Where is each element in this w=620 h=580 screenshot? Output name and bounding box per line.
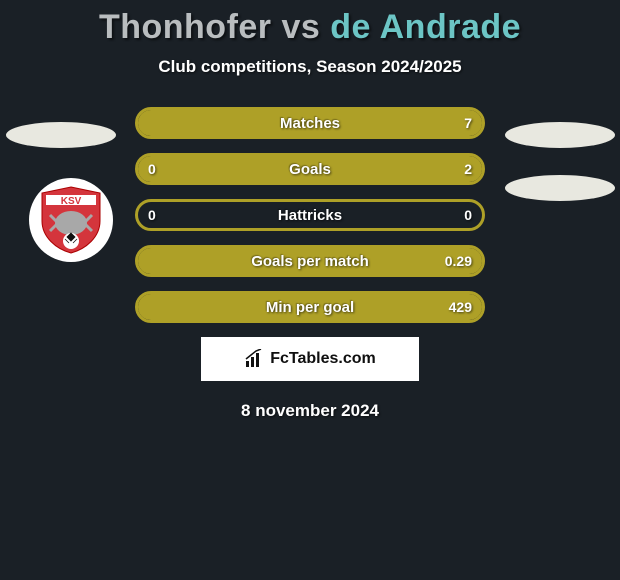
stat-value-right: 7 (464, 115, 472, 131)
ksv-shield-icon: KSV (34, 183, 108, 257)
title-player2: de Andrade (330, 8, 521, 46)
date-line: 8 november 2024 (0, 401, 620, 421)
stat-value-right: 0.29 (445, 253, 472, 269)
subtitle: Club competitions, Season 2024/2025 (0, 57, 620, 77)
stat-value-left: 0 (148, 161, 156, 177)
badge-text: KSV (61, 196, 82, 207)
brand-box[interactable]: FcTables.com (201, 337, 419, 381)
stat-label: Hattricks (278, 207, 342, 224)
stat-row: Goals per match 0.29 (135, 245, 485, 277)
club-badge: KSV (29, 178, 113, 262)
stat-bars: Matches 7 0 Goals 2 0 Hattricks 0 Goals per matc… (135, 107, 485, 323)
title-player1: Thonhofer (99, 8, 272, 46)
stat-row: Matches 7 (135, 107, 485, 139)
player2-placeholder-top (505, 122, 615, 148)
stat-value-left: 0 (148, 207, 156, 223)
player2-placeholder-bottom (505, 175, 615, 201)
stat-value-right: 0 (464, 207, 472, 223)
stat-row: 0 Hattricks 0 (135, 199, 485, 231)
title-vs: vs (281, 8, 320, 46)
page-title: Thonhofer vs de Andrade (0, 0, 620, 47)
stat-label: Min per goal (266, 299, 354, 316)
chart-icon (244, 349, 264, 369)
stat-label: Goals (289, 161, 331, 178)
stat-row: 0 Goals 2 (135, 153, 485, 185)
stat-label: Goals per match (251, 253, 369, 270)
player1-placeholder-top (6, 122, 116, 148)
brand-text: FcTables.com (270, 350, 376, 368)
stat-value-right: 2 (464, 161, 472, 177)
stat-label: Matches (280, 115, 340, 132)
stat-row: Min per goal 429 (135, 291, 485, 323)
stat-value-right: 429 (449, 299, 472, 315)
